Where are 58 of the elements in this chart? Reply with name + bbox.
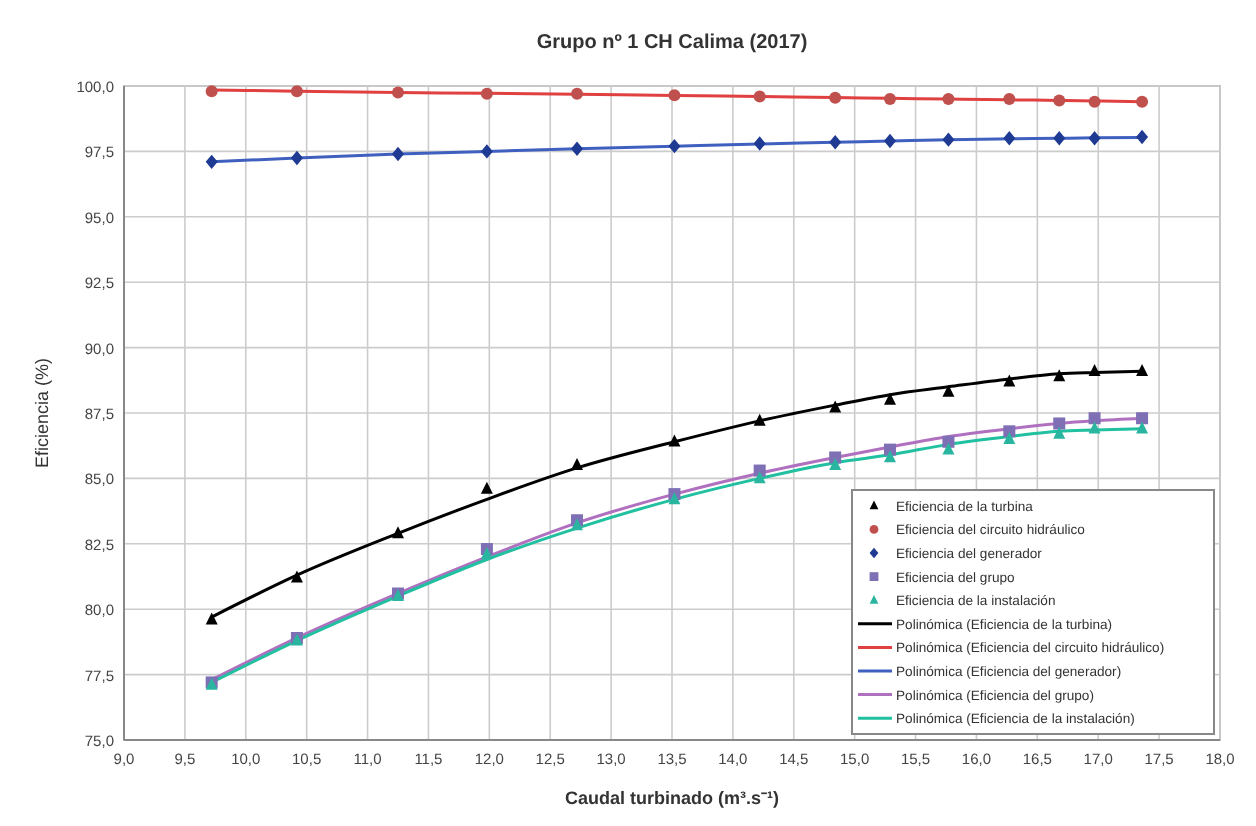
point — [753, 413, 766, 426]
point — [205, 154, 218, 170]
point — [1088, 131, 1101, 146]
point — [1003, 431, 1016, 444]
point — [290, 570, 303, 583]
point — [392, 86, 404, 99]
point — [829, 135, 842, 150]
point — [1053, 131, 1066, 146]
point — [480, 481, 493, 494]
point — [1003, 93, 1016, 106]
point — [668, 89, 681, 102]
point — [1088, 363, 1101, 376]
point — [571, 141, 584, 156]
point — [753, 136, 766, 151]
point — [942, 442, 955, 455]
point — [829, 400, 842, 413]
point — [1088, 421, 1101, 434]
point — [668, 434, 681, 447]
point — [1053, 94, 1066, 107]
point — [668, 138, 681, 154]
chart-title: Grupo nº 1 CH Calima (2017) — [536, 32, 808, 54]
point — [1136, 412, 1149, 425]
point — [205, 612, 218, 625]
point — [753, 90, 766, 103]
point — [942, 132, 955, 147]
point — [1053, 369, 1066, 382]
point — [1136, 363, 1149, 376]
point — [1003, 425, 1016, 438]
point — [883, 392, 896, 405]
point — [829, 451, 842, 464]
point — [392, 526, 404, 539]
point — [1003, 131, 1016, 146]
x-axis-title: Caudal turbinado (m³.s⁻¹) — [565, 788, 779, 808]
point — [883, 93, 896, 106]
point — [1088, 412, 1101, 425]
point — [883, 450, 896, 463]
point — [480, 87, 493, 100]
point — [1053, 426, 1066, 439]
point — [1053, 417, 1066, 430]
point — [571, 458, 584, 471]
point — [290, 85, 303, 98]
point — [290, 150, 303, 166]
point — [571, 87, 584, 100]
point — [829, 91, 842, 104]
point — [1136, 95, 1149, 108]
point — [480, 144, 493, 159]
point — [942, 384, 955, 397]
point — [829, 458, 842, 471]
point — [942, 93, 955, 106]
point — [205, 85, 218, 98]
point — [392, 146, 404, 162]
point — [1136, 129, 1149, 145]
y-axis-title: Eficiencia (%) — [32, 357, 52, 469]
point — [883, 133, 896, 149]
point — [1003, 374, 1016, 387]
point — [1088, 95, 1101, 108]
point — [753, 471, 766, 484]
point — [1136, 421, 1149, 434]
